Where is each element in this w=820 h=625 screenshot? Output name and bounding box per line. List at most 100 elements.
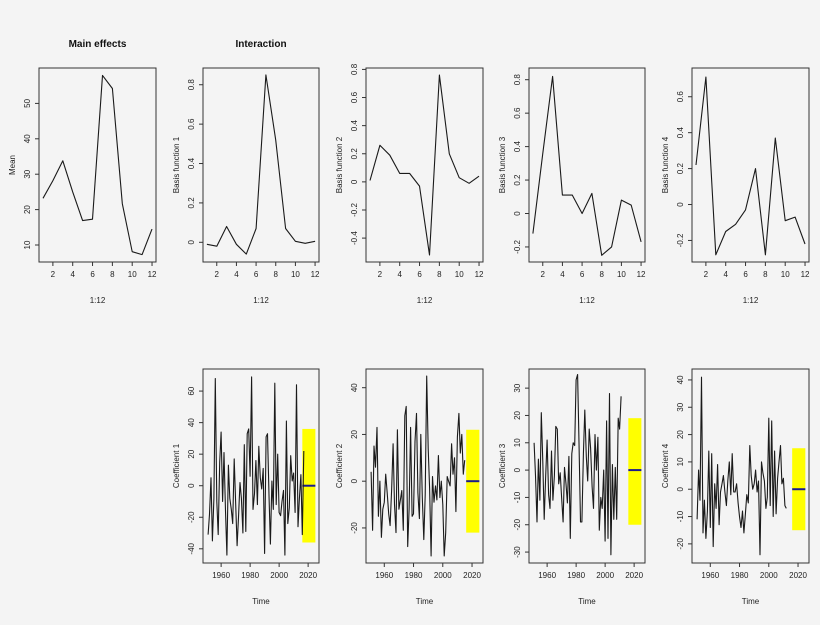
x-tick-label: 2 [704,270,709,279]
x-tick-label: 1960 [701,571,719,580]
x-tick-label: 4 [560,270,565,279]
y-axis: -40 -20 0 20 40 60 [187,386,203,555]
x-tick-label: 6 [90,270,95,279]
y-tick-label: -40 [187,542,196,554]
y-tick-label: 0 [350,478,359,483]
x-tick-label: 1960 [375,571,393,580]
x-tick-label: 4 [70,270,75,279]
x-axis: 2 4 6 8 10 12 [378,262,484,279]
y-tick-label: 0 [350,179,359,184]
y-axis-label: Coefficient 2 [335,443,344,488]
x-tick-label: 4 [234,270,239,279]
x-axis: 2 4 6 8 10 12 [541,262,646,279]
x-tick-label: 6 [580,270,585,279]
x-tick-label: 2020 [299,571,317,580]
x-axis-label: 1:12 [253,296,269,305]
y-axis: -20 0 20 40 [350,383,366,534]
forecast-interval-band [628,418,642,525]
series-line [696,376,787,556]
y-tick-label: 50 [23,98,32,107]
x-axis: 1960 1980 2000 2020 [212,563,318,580]
x-axis-label: Time [578,597,596,606]
x-axis-label: Time [416,597,434,606]
y-tick-label: 20 [513,410,522,419]
panel-title: Main effects [69,39,127,50]
y-tick-label: 0.6 [350,91,359,103]
plot-frame [365,67,484,263]
panel-9: 1960 1980 2000 2020 Time -20 -10 0 10 20 30 40 Coeff… [661,368,810,606]
x-tick-label: 12 [475,270,484,279]
y-tick-label: -0.4 [350,231,359,245]
y-tick-label: 10 [676,457,685,466]
y-tick-label: 30 [23,169,32,178]
panel-1: 2 4 6 8 10 12 1:12 10 20 30 40 50 Mean Main effects [8,39,157,305]
x-tick-label: 10 [455,270,464,279]
y-tick-label: 0.2 [513,174,522,186]
y-tick-label: 0.4 [676,127,685,139]
x-tick-label: 8 [600,270,605,279]
plot-frame [202,368,320,564]
y-tick-label: 40 [350,383,359,392]
y-axis-label: Coefficient 4 [661,443,670,488]
x-tick-label: 2000 [596,571,614,580]
panel-8: 1960 1980 2000 2020 Time -30 -20 -10 0 10 20 30 Coef… [498,368,646,606]
x-axis: 2 4 6 8 10 12 [51,262,157,279]
x-tick-label: 10 [781,270,790,279]
x-axis: 2 4 6 8 10 12 [704,262,810,279]
y-tick-label: 0.4 [350,120,359,132]
y-tick-label: 20 [23,205,32,214]
y-tick-label: -20 [513,518,522,530]
x-tick-label: 8 [763,270,768,279]
plot-frame [38,67,157,263]
y-axis-label: Basis function 2 [335,136,344,193]
x-tick-label: 2020 [463,571,481,580]
panel-3: 2 4 6 8 10 12 1:12 -0.4 -0.2 0 0.2 0.4 0.6 0.8 Basis f… [335,63,484,305]
x-tick-label: 2 [215,270,220,279]
x-tick-label: 10 [291,270,300,279]
x-axis-label: 1:12 [417,296,433,305]
x-tick-label: 2000 [760,571,778,580]
y-axis: -0.2 0 0.2 0.4 0.6 [676,91,692,247]
y-tick-label: 30 [676,402,685,411]
x-tick-label: 8 [274,270,279,279]
y-tick-label: 60 [187,386,196,395]
x-axis-label: 1:12 [90,296,106,305]
x-tick-label: 6 [254,270,259,279]
x-tick-label: 2 [51,270,56,279]
series-line [533,373,622,556]
y-tick-label: 40 [23,134,32,143]
y-tick-label: 20 [187,449,196,458]
x-axis: 2 4 6 8 10 12 [215,262,320,279]
series-line [207,376,305,556]
y-tick-label: -30 [513,546,522,558]
y-tick-label: 20 [350,429,359,438]
x-axis-label: Time [252,597,270,606]
x-tick-label: 2000 [270,571,288,580]
y-axis: -0.4 -0.2 0 0.2 0.4 0.6 0.8 [350,63,366,245]
x-axis: 1960 1980 2000 2020 [538,563,644,580]
y-tick-label: 40 [676,375,685,384]
x-tick-label: 12 [801,270,810,279]
y-axis-label: Mean [8,155,17,175]
y-tick-label: 10 [513,438,522,447]
x-tick-label: 12 [637,270,646,279]
y-axis-label: Basis function 4 [661,136,670,193]
y-tick-label: 0.6 [513,107,522,119]
y-tick-label: -0.2 [350,203,359,217]
x-axis-label: 1:12 [743,296,759,305]
x-tick-label: 6 [417,270,422,279]
y-tick-label: 0 [676,202,685,207]
y-tick-label: 30 [513,383,522,392]
panel-4: 2 4 6 8 10 12 1:12 -0.2 0 0.2 0.4 0.6 0.8 Basis funct… [498,67,646,305]
x-tick-label: 2020 [789,571,807,580]
x-tick-label: 2 [541,270,546,279]
plot-frame [691,368,810,564]
y-axis-label: Basis function 3 [498,136,507,193]
y-axis: 10 20 30 40 50 [23,98,39,249]
series-line [369,74,480,256]
x-axis-label: Time [742,597,760,606]
plot-frame [202,67,320,263]
